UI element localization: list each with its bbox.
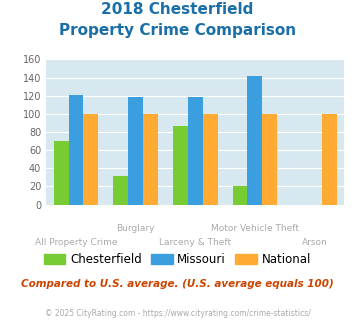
Bar <box>203 114 218 205</box>
Bar <box>54 141 69 205</box>
Bar <box>143 114 158 205</box>
Bar <box>83 114 98 205</box>
Bar <box>113 177 128 205</box>
Text: Compared to U.S. average. (U.S. average equals 100): Compared to U.S. average. (U.S. average … <box>21 279 334 289</box>
Text: Property Crime Comparison: Property Crime Comparison <box>59 23 296 38</box>
Text: Arson: Arson <box>302 238 327 247</box>
Bar <box>188 97 203 205</box>
Bar <box>173 126 188 205</box>
Text: 2018 Chesterfield: 2018 Chesterfield <box>101 2 254 16</box>
Bar <box>233 186 247 205</box>
Bar <box>262 114 277 205</box>
Text: All Property Crime: All Property Crime <box>35 238 117 247</box>
Text: Burglary: Burglary <box>116 224 155 233</box>
Bar <box>322 114 337 205</box>
Text: Motor Vehicle Theft: Motor Vehicle Theft <box>211 224 299 233</box>
Bar <box>69 95 83 205</box>
Text: © 2025 CityRating.com - https://www.cityrating.com/crime-statistics/: © 2025 CityRating.com - https://www.city… <box>45 309 310 317</box>
Bar <box>128 97 143 205</box>
Legend: Chesterfield, Missouri, National: Chesterfield, Missouri, National <box>39 248 316 271</box>
Bar <box>247 76 262 205</box>
Text: Larceny & Theft: Larceny & Theft <box>159 238 231 247</box>
